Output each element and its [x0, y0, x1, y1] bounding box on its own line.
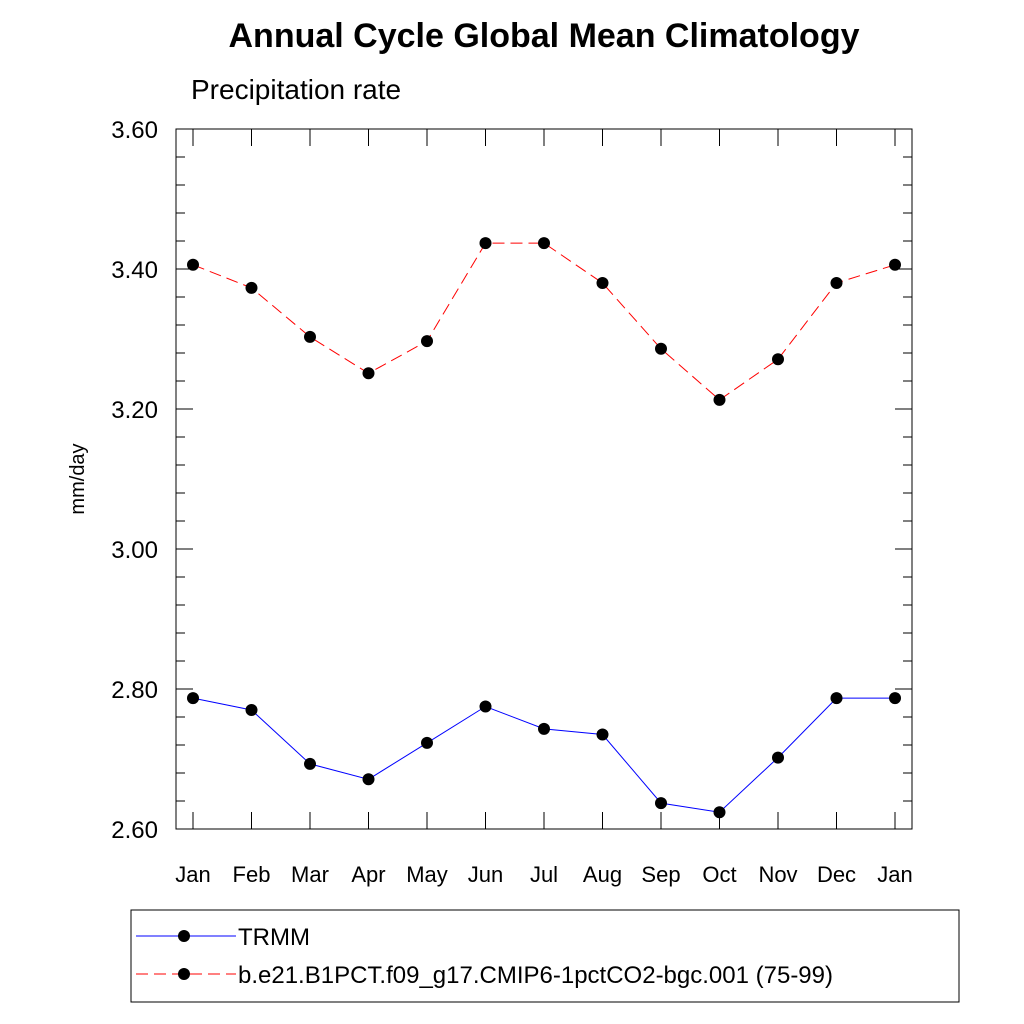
- y-tick-label: 3.00: [111, 537, 158, 564]
- chart-subtitle: Precipitation rate: [191, 74, 401, 105]
- series-2-point: [772, 353, 784, 366]
- series-1-point: [655, 797, 667, 810]
- x-tick-label: Jan: [877, 862, 912, 887]
- x-tick-label: Mar: [291, 862, 329, 887]
- x-tick-labels: Jan Feb Mar Apr May Jun Jul Aug Sep Oct Nov Dec Jan: [175, 862, 912, 887]
- series-1-point: [479, 700, 492, 713]
- series-2-point: [830, 277, 843, 289]
- series-2-point: [713, 393, 726, 406]
- series-1-point: [830, 692, 843, 705]
- y-axis-label: mm/day: [67, 443, 89, 514]
- series-line-2: [192, 242, 896, 401]
- series-1-point: [713, 806, 726, 819]
- x-tick-label: Jul: [530, 862, 558, 887]
- series-2-point: [421, 335, 433, 348]
- series-1-point: [538, 722, 550, 735]
- series-1-point: [187, 692, 199, 705]
- x-tick-label: Sep: [641, 862, 680, 887]
- series-2-point: [655, 342, 667, 355]
- series-2-point: [538, 237, 550, 250]
- series-1-point: [421, 736, 433, 749]
- legend-swatch-marker-2: [178, 968, 190, 980]
- series-2-point: [187, 258, 199, 271]
- x-tick-label: Jan: [175, 862, 210, 887]
- x-tick-label: Aug: [583, 862, 622, 887]
- x-tick-label: Nov: [758, 862, 797, 887]
- y-tick-label: 3.20: [111, 397, 158, 424]
- x-tick-label: Dec: [817, 862, 856, 887]
- y-tick-label: 2.80: [111, 677, 158, 704]
- y-tick-label: 3.40: [111, 257, 158, 284]
- y-tick-label: 3.60: [111, 117, 158, 144]
- y-tick-label: 2.60: [111, 817, 158, 844]
- legend-box: [130, 909, 960, 1003]
- x-tick-label: Oct: [702, 862, 736, 887]
- legend-entry-label-1: TRMM: [238, 924, 310, 951]
- series-1-point: [596, 728, 609, 741]
- series-2-point: [479, 237, 492, 250]
- series-layer: [187, 237, 901, 819]
- series-1-point: [304, 757, 316, 770]
- series-line-1: [192, 697, 895, 813]
- series-2-point: [596, 277, 609, 289]
- x-tick-label: May: [406, 862, 448, 887]
- series-1-point: [772, 751, 784, 764]
- x-tick-label: Apr: [351, 862, 385, 887]
- y-tick-labels: 2.60 2.80 3.00 3.20 3.40 3.60: [111, 117, 158, 844]
- legend: TRMM b.e21.B1PCT.f09_g17.CMIP6-1pctCO2-bg…: [136, 924, 833, 989]
- axis-ticks: [176, 128, 912, 830]
- chart-title: Annual Cycle Global Mean Climatology: [229, 17, 860, 55]
- series-2-point: [304, 330, 316, 343]
- series-1-point: [889, 692, 901, 705]
- legend-swatch-marker-1: [178, 930, 190, 942]
- series-1-point: [362, 773, 375, 786]
- series-1-point: [245, 704, 258, 716]
- x-tick-label: Jun: [468, 862, 503, 887]
- series-2-point: [889, 258, 901, 271]
- series-2-point: [362, 367, 375, 380]
- series-2-point: [245, 281, 258, 294]
- legend-entry-label-2: b.e21.B1PCT.f09_g17.CMIP6-1pctCO2-bgc.00…: [238, 962, 833, 989]
- x-tick-label: Feb: [233, 862, 271, 887]
